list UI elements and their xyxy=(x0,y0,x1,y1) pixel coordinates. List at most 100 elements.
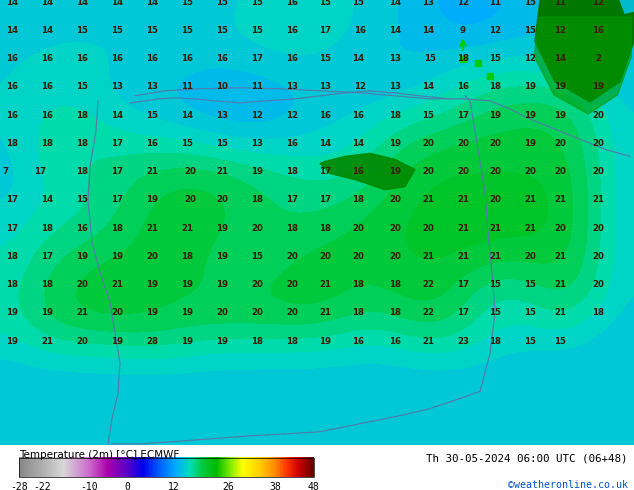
Text: 20: 20 xyxy=(216,195,228,204)
Text: 16: 16 xyxy=(286,26,298,35)
Text: 19: 19 xyxy=(389,139,401,148)
Text: 20: 20 xyxy=(76,337,88,345)
Text: 13: 13 xyxy=(216,111,228,120)
Text: 19: 19 xyxy=(6,337,18,345)
Text: 7: 7 xyxy=(2,167,8,176)
Text: 16: 16 xyxy=(457,82,469,91)
Text: 17: 17 xyxy=(457,308,469,317)
Text: 19: 19 xyxy=(76,252,88,261)
Text: 16: 16 xyxy=(319,111,331,120)
Text: 2: 2 xyxy=(595,54,601,63)
Text: 18: 18 xyxy=(286,167,298,176)
Text: 20: 20 xyxy=(216,308,228,317)
Text: 22: 22 xyxy=(422,280,434,289)
Text: 21: 21 xyxy=(489,252,501,261)
Text: 15: 15 xyxy=(524,337,536,345)
Text: 21: 21 xyxy=(319,280,331,289)
Text: 18: 18 xyxy=(592,308,604,317)
Text: 21: 21 xyxy=(524,223,536,233)
Text: 15: 15 xyxy=(251,26,263,35)
Text: 14: 14 xyxy=(389,26,401,35)
Text: 14: 14 xyxy=(41,195,53,204)
Text: 13: 13 xyxy=(286,82,298,91)
Text: 19: 19 xyxy=(146,308,158,317)
Text: 21: 21 xyxy=(41,337,53,345)
Text: Th 30-05-2024 06:00 UTC (06+48): Th 30-05-2024 06:00 UTC (06+48) xyxy=(426,453,628,463)
Text: 19: 19 xyxy=(181,280,193,289)
Text: 18: 18 xyxy=(6,280,18,289)
Text: 15: 15 xyxy=(181,26,193,35)
Text: 14: 14 xyxy=(111,0,123,6)
Text: 16: 16 xyxy=(181,54,193,63)
Text: 17: 17 xyxy=(457,280,469,289)
Text: 14: 14 xyxy=(146,0,158,6)
Text: 14: 14 xyxy=(389,0,401,6)
Text: -10: -10 xyxy=(80,482,98,490)
Text: 15: 15 xyxy=(554,337,566,345)
Text: 18: 18 xyxy=(352,308,364,317)
Text: 18: 18 xyxy=(76,167,88,176)
Text: 20: 20 xyxy=(286,308,298,317)
Text: 19: 19 xyxy=(524,111,536,120)
Text: 21: 21 xyxy=(554,195,566,204)
Text: 15: 15 xyxy=(524,280,536,289)
Text: 18: 18 xyxy=(76,139,88,148)
Text: 19: 19 xyxy=(251,167,263,176)
Text: 19: 19 xyxy=(146,280,158,289)
Text: 18: 18 xyxy=(41,280,53,289)
Text: 18: 18 xyxy=(251,195,263,204)
Text: 16: 16 xyxy=(146,54,158,63)
Text: 21: 21 xyxy=(592,195,604,204)
Text: 20: 20 xyxy=(251,223,263,233)
Text: 11: 11 xyxy=(181,82,193,91)
Text: 17: 17 xyxy=(111,139,123,148)
Text: 16: 16 xyxy=(592,26,604,35)
Text: 20: 20 xyxy=(422,167,434,176)
Text: 20: 20 xyxy=(592,167,604,176)
Text: 20: 20 xyxy=(389,252,401,261)
Text: 20: 20 xyxy=(352,252,364,261)
Text: 16: 16 xyxy=(76,54,88,63)
Text: 17: 17 xyxy=(6,195,18,204)
Text: 38: 38 xyxy=(269,482,281,490)
Text: 18: 18 xyxy=(41,223,53,233)
Text: 15: 15 xyxy=(216,139,228,148)
Text: 16: 16 xyxy=(352,111,364,120)
Text: 15: 15 xyxy=(76,195,88,204)
Text: 16: 16 xyxy=(76,223,88,233)
Text: 18: 18 xyxy=(286,337,298,345)
Text: 21: 21 xyxy=(457,223,469,233)
Text: 21: 21 xyxy=(146,223,158,233)
Text: 16: 16 xyxy=(6,111,18,120)
Text: 20: 20 xyxy=(389,195,401,204)
Text: 21: 21 xyxy=(422,195,434,204)
Text: 21: 21 xyxy=(422,337,434,345)
Text: 20: 20 xyxy=(592,139,604,148)
Text: 14: 14 xyxy=(76,0,88,6)
Text: 19: 19 xyxy=(146,195,158,204)
Text: 16: 16 xyxy=(6,82,18,91)
Text: ©weatheronline.co.uk: ©weatheronline.co.uk xyxy=(508,480,628,490)
Text: 20: 20 xyxy=(286,280,298,289)
Text: 15: 15 xyxy=(251,252,263,261)
Text: 13: 13 xyxy=(251,139,263,148)
Text: 14: 14 xyxy=(554,54,566,63)
Text: 20: 20 xyxy=(489,139,501,148)
Text: 16: 16 xyxy=(352,337,364,345)
Text: 12: 12 xyxy=(554,26,566,35)
Text: 22: 22 xyxy=(422,308,434,317)
Polygon shape xyxy=(320,153,415,190)
Text: 21: 21 xyxy=(422,252,434,261)
Text: 18: 18 xyxy=(41,139,53,148)
Text: 20: 20 xyxy=(184,195,196,204)
Text: 18: 18 xyxy=(457,54,469,63)
Text: 12: 12 xyxy=(524,54,536,63)
Text: 15: 15 xyxy=(111,26,123,35)
Text: 17: 17 xyxy=(319,167,331,176)
Text: 20: 20 xyxy=(389,223,401,233)
Text: 17: 17 xyxy=(319,26,331,35)
Text: 18: 18 xyxy=(389,280,401,289)
Text: 20: 20 xyxy=(422,223,434,233)
Text: 11: 11 xyxy=(489,0,501,6)
Text: 48: 48 xyxy=(308,482,320,490)
